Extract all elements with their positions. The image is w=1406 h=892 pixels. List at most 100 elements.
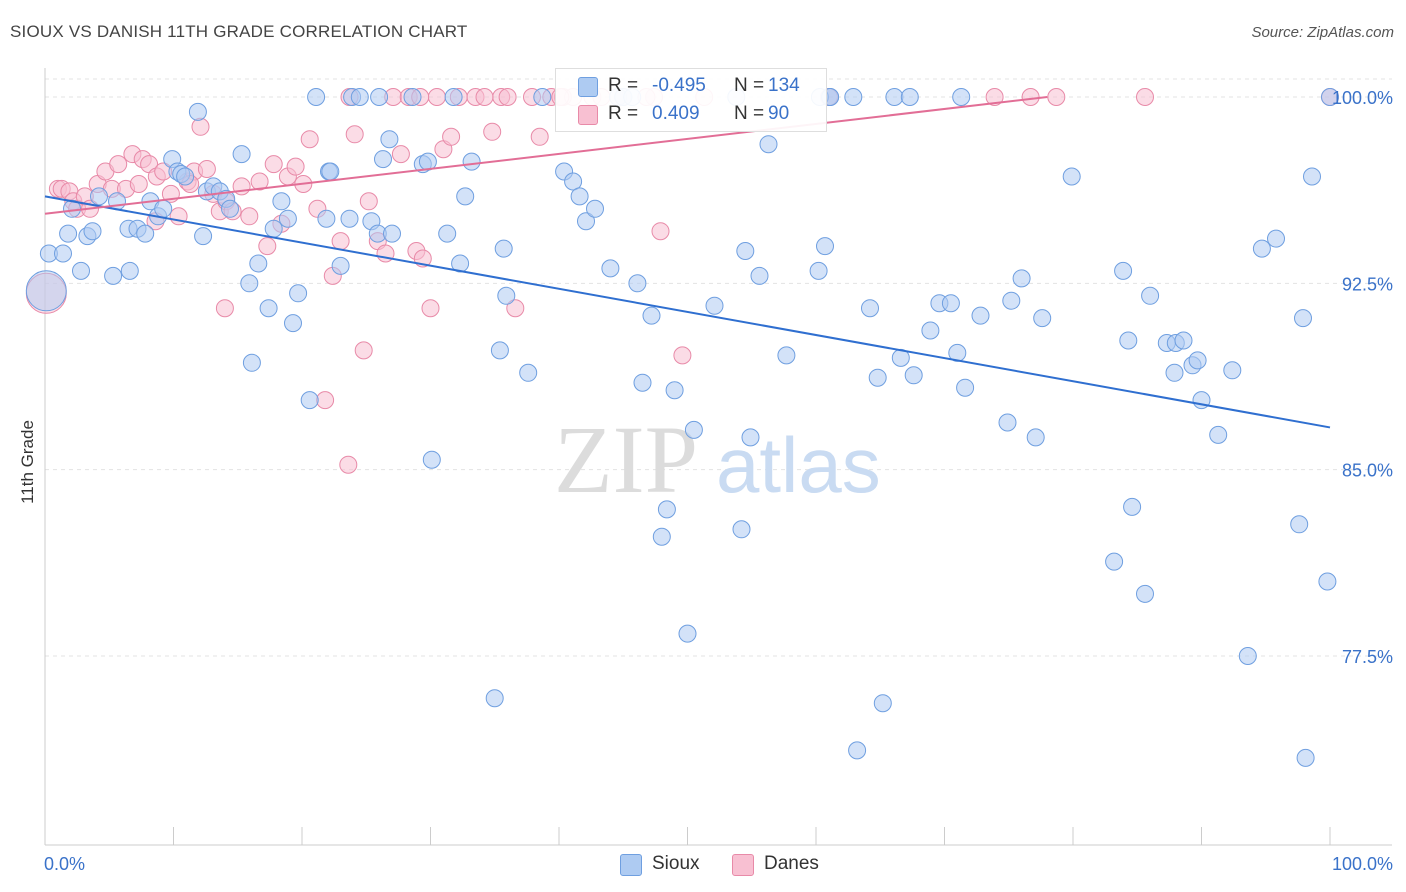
- source-credit: Source: ZipAtlas.com: [1251, 24, 1394, 41]
- series-legend: Sioux Danes: [0, 852, 1406, 878]
- sioux-point: [1188, 351, 1207, 370]
- sioux-point: [1267, 229, 1285, 248]
- sioux-point: [633, 373, 652, 392]
- danes-point: [215, 299, 234, 318]
- danes-point: [1047, 88, 1066, 106]
- sioux-point: [684, 420, 703, 439]
- sioux-point: [104, 266, 123, 285]
- sioux-point: [1141, 286, 1160, 305]
- danes-point: [475, 88, 494, 106]
- sioux-point: [678, 624, 697, 643]
- sioux-point: [340, 209, 359, 228]
- legend-label-danes: Danes: [764, 853, 819, 874]
- danes-point: [354, 341, 373, 360]
- danes-point: [985, 88, 1004, 106]
- sioux-point: [941, 294, 960, 313]
- sioux-point: [570, 187, 589, 206]
- sioux-point: [289, 284, 308, 303]
- n-value: 134: [768, 75, 800, 96]
- sioux-point: [848, 741, 867, 760]
- sioux-point: [1012, 269, 1031, 288]
- sioux-point: [1114, 261, 1133, 280]
- sioux-point: [422, 450, 441, 469]
- sioux-point: [1252, 239, 1271, 258]
- danes-point: [498, 88, 517, 106]
- sioux-point: [317, 209, 336, 228]
- sioux-point: [321, 162, 340, 181]
- sioux-point: [998, 413, 1017, 432]
- danes-point: [339, 455, 358, 474]
- sioux-point: [519, 363, 538, 382]
- danes-point: [651, 222, 670, 241]
- sioux-point: [120, 261, 139, 280]
- sioux-point: [54, 244, 72, 263]
- trend-line-sioux: [44, 195, 1331, 429]
- danes-swatch: [578, 105, 598, 125]
- sioux-point: [1238, 647, 1257, 665]
- danes-point: [391, 145, 410, 164]
- sioux-point: [873, 694, 892, 713]
- sioux-point: [1123, 497, 1142, 516]
- sioux-point: [533, 88, 552, 106]
- danes-point: [264, 155, 283, 174]
- sioux-point: [601, 259, 620, 278]
- sioux-point: [736, 242, 755, 260]
- chart-title: SIOUX VS DANISH 11TH GRADE CORRELATION C…: [10, 22, 468, 41]
- danes-point: [300, 130, 319, 149]
- danes-point: [1136, 88, 1154, 106]
- sioux-point: [705, 296, 724, 315]
- danes-point: [421, 299, 440, 318]
- danes-point: [316, 391, 335, 410]
- sioux-point: [750, 266, 769, 285]
- sioux-point: [1209, 425, 1228, 444]
- sioux-point: [485, 689, 504, 708]
- sioux-point: [331, 256, 350, 275]
- sioux-point: [741, 428, 760, 447]
- stats-row-danes: R = 0.409 N = 90: [556, 100, 826, 128]
- sioux-point: [59, 224, 78, 243]
- trend-lines: [44, 96, 1331, 429]
- sioux-point: [83, 222, 102, 241]
- sioux-point: [665, 381, 684, 400]
- sioux-point: [221, 199, 239, 218]
- r-value: -0.495: [652, 75, 706, 96]
- sioux-point: [971, 306, 990, 325]
- x-tick-label: 0.0%: [44, 854, 85, 874]
- sioux-point: [497, 286, 516, 305]
- sioux-point: [652, 527, 671, 546]
- sioux-point: [272, 192, 291, 211]
- danes-point: [250, 172, 269, 191]
- danes-point: [427, 88, 446, 106]
- sioux-point: [456, 187, 475, 206]
- n-label: N =: [734, 75, 765, 96]
- sioux-point: [952, 88, 971, 106]
- sioux-point: [759, 135, 778, 154]
- danes-point: [345, 125, 364, 144]
- sioux-point: [657, 500, 676, 519]
- sioux-point: [240, 274, 259, 293]
- watermark: ZIP atlas: [554, 406, 881, 513]
- sioux-point: [264, 219, 283, 238]
- sioux-point: [284, 314, 302, 333]
- danes-point: [331, 232, 350, 251]
- sioux-point: [1062, 167, 1081, 186]
- sioux-point: [921, 321, 940, 340]
- danes-legend-swatch: [732, 854, 754, 876]
- sioux-point: [259, 299, 278, 318]
- sioux-point: [249, 254, 268, 273]
- danes-point: [359, 192, 378, 211]
- sioux-point: [1165, 363, 1184, 382]
- sioux-point: [188, 102, 207, 121]
- sioux-point: [462, 152, 481, 171]
- sioux-point: [809, 261, 828, 280]
- sioux-point: [370, 88, 389, 106]
- sioux-point: [885, 88, 904, 106]
- sioux-swatch: [578, 77, 598, 97]
- danes-point: [240, 207, 259, 226]
- danes-point: [483, 122, 502, 141]
- sioux-point: [777, 346, 796, 365]
- sioux-point: [904, 366, 923, 385]
- sioux-point: [1002, 291, 1021, 310]
- sioux-point: [383, 224, 401, 243]
- sioux-point: [586, 199, 604, 218]
